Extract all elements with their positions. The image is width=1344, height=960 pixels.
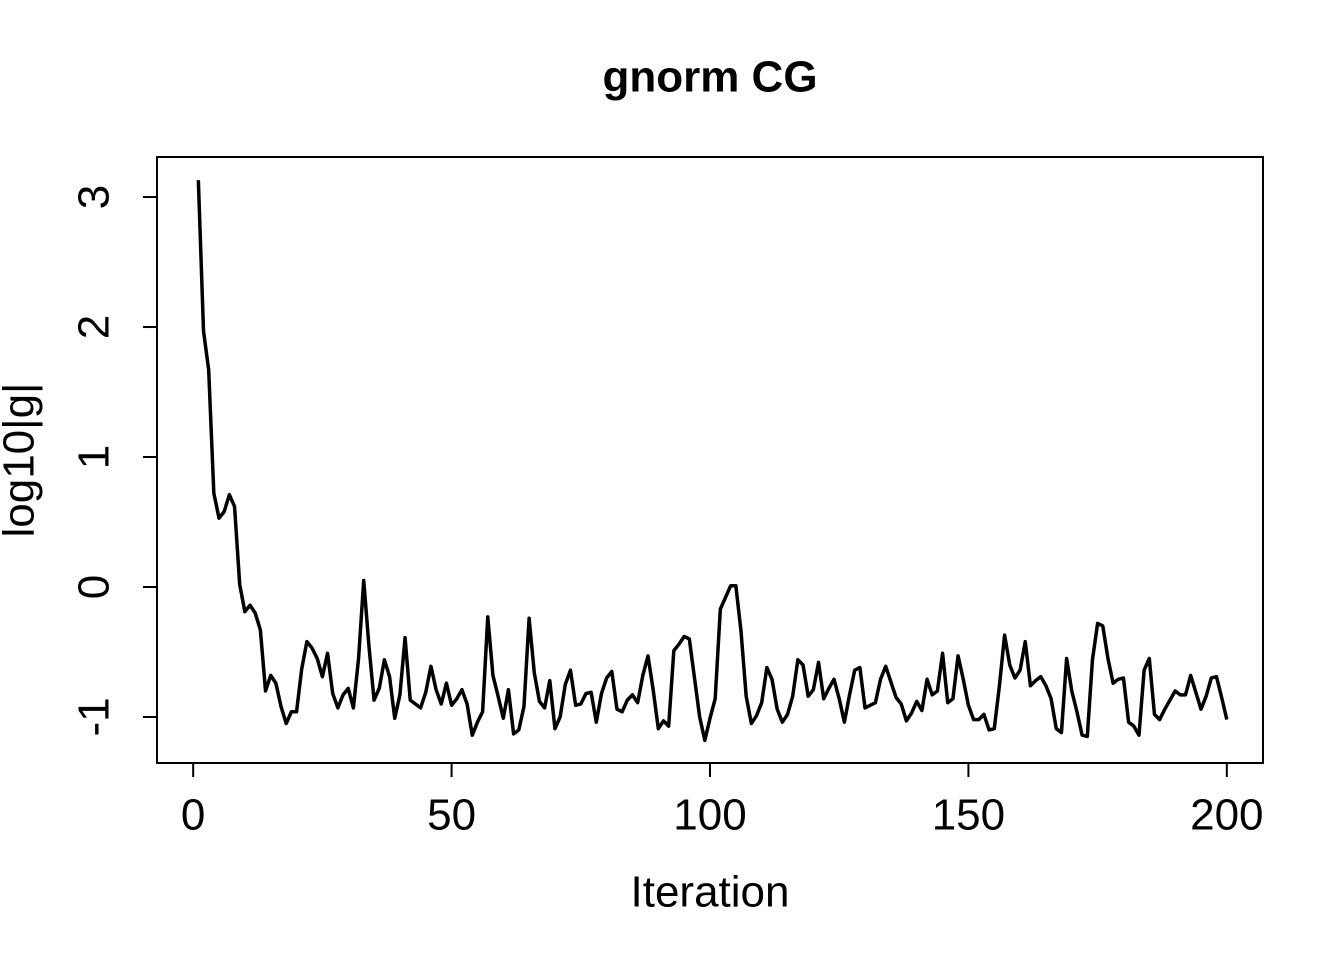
data-line [196,180,1229,743]
y-axis-label: log10|g| [0,383,44,538]
y-tick-label: 3 [70,185,119,209]
x-tick-label: 100 [673,791,746,840]
x-tick-label: 50 [427,791,476,840]
y-tick-label: 1 [70,445,119,469]
y-tick-label: -1 [70,697,119,736]
y-tick-label: 0 [70,575,119,599]
y-tick-label: 2 [70,315,119,339]
chart-title: gnorm CG [602,53,817,102]
x-tick-label: 200 [1190,791,1263,840]
x-tick-label: 0 [181,791,205,840]
x-axis-label: Iteration [631,868,790,917]
x-tick-label: 150 [932,791,1005,840]
